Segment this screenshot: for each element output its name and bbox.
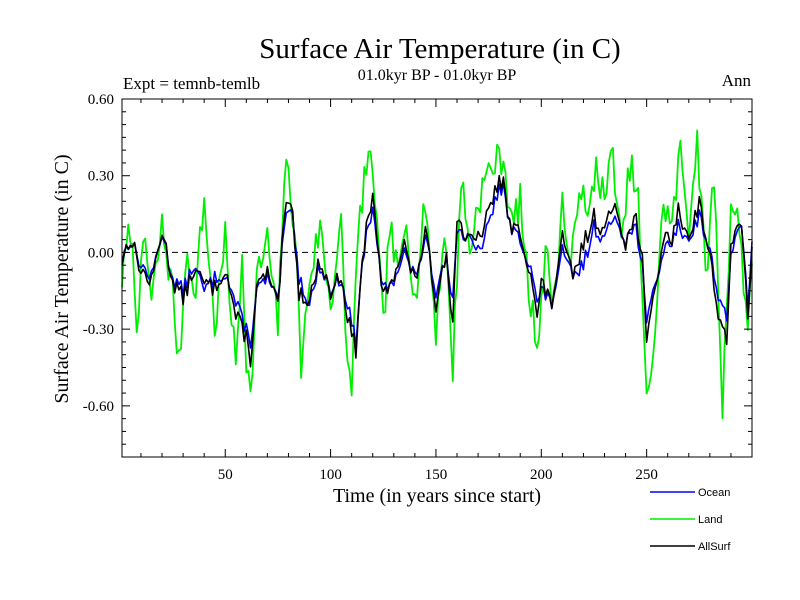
series-line-land	[121, 129, 753, 420]
x-tick-label: 100	[319, 467, 342, 483]
y-tick-label: 0.30	[88, 169, 114, 185]
x-axis-label: Time (in years since start)	[333, 485, 541, 507]
chart-title: Surface Air Temperature (in C)	[259, 33, 620, 65]
x-tick-label: 50	[218, 467, 233, 483]
period-label: Ann	[722, 71, 752, 90]
y-tick-label: 0.60	[88, 92, 114, 108]
series-line-allsurf	[121, 174, 753, 368]
x-tick-label: 200	[530, 467, 553, 483]
x-tick-label: 250	[635, 467, 658, 483]
chart-subtitle: 01.0kyr BP - 01.0kyr BP	[358, 67, 517, 84]
y-tick-label: 0.00	[88, 245, 114, 261]
legend-label-land: Land	[698, 514, 722, 526]
y-tick-label: -0.30	[83, 322, 114, 338]
y-axis-label: Surface Air Temperature (in C)	[51, 154, 73, 403]
experiment-label: Expt = temnb-temlb	[123, 74, 260, 93]
x-tick-label: 150	[425, 467, 448, 483]
legend: Ocean Land AllSurf	[650, 487, 731, 553]
legend-label-ocean: Ocean	[698, 487, 730, 499]
y-tick-label: -0.60	[83, 399, 114, 415]
plot-area: 0.60 0.30 0.00 -0.30 -0.60 50 100 150 200 250	[83, 92, 753, 483]
legend-label-allsurf: AllSurf	[698, 541, 731, 553]
